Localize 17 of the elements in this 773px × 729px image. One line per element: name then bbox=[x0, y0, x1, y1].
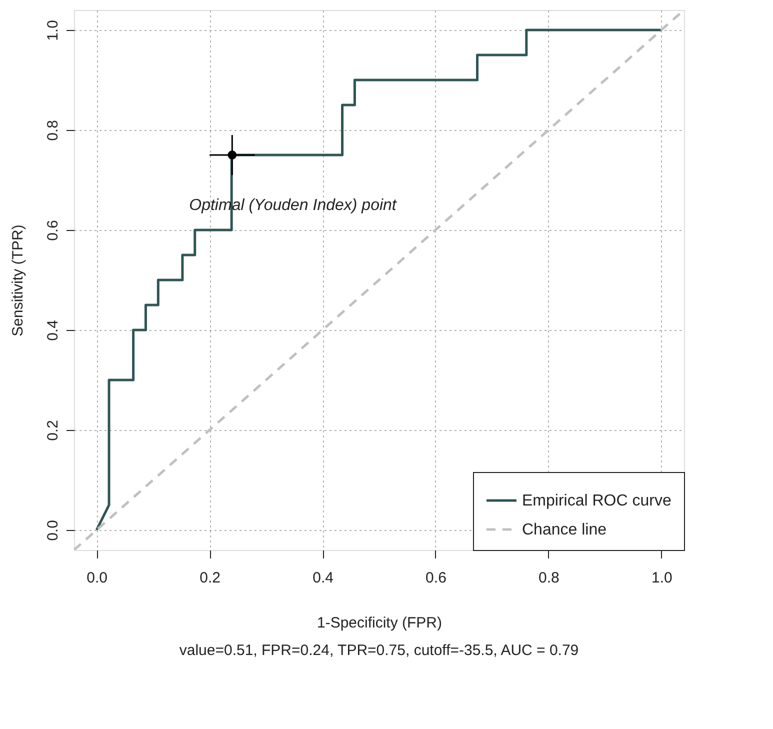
y-tick-label: 0.0 bbox=[44, 520, 62, 541]
y-axis-title: Sensitivity (TPR) bbox=[10, 224, 26, 336]
y-tick-label: 0.2 bbox=[44, 420, 62, 441]
legend-label: Empirical ROC curve bbox=[522, 492, 672, 510]
y-tick-label: 1.0 bbox=[44, 20, 62, 41]
x-tick-label: 0.2 bbox=[200, 570, 220, 586]
x-tick-label: 1.0 bbox=[651, 570, 672, 586]
x-tick-label: 0.8 bbox=[538, 570, 560, 586]
x-tick-label: 0.6 bbox=[426, 570, 446, 586]
y-tick-label: 0.4 bbox=[44, 320, 62, 341]
text: value=0.51, FPR=0.24, TPR=0.75, cutoff=-35.5, AUC = 0.79 bbox=[179, 642, 579, 659]
x-tick-label: 0.4 bbox=[312, 570, 334, 586]
x-axis-title: 1-Specificity (FPR) bbox=[316, 614, 442, 632]
legend-label: Chance line bbox=[522, 522, 607, 538]
y-tick-label: 0.8 bbox=[44, 120, 62, 141]
y-tick-label: 0.6 bbox=[44, 220, 62, 241]
x-tick-label: 0.0 bbox=[86, 570, 108, 586]
